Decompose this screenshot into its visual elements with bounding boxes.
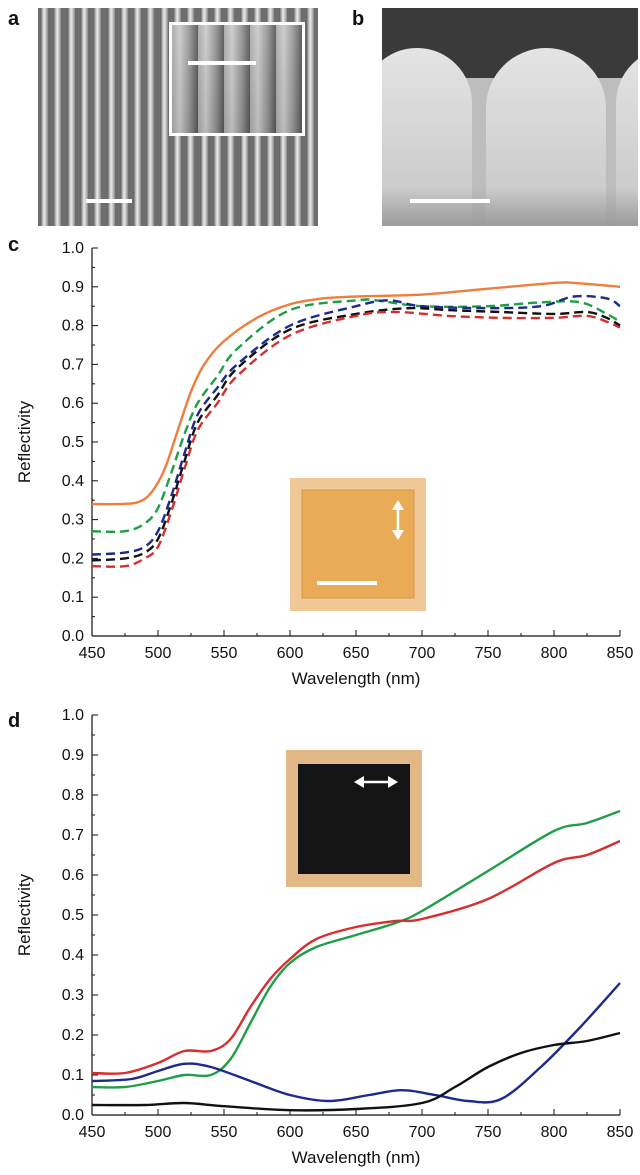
bottom-gradient [382, 188, 638, 226]
grating-stripe [146, 8, 155, 226]
series-line-3 [91, 1031, 621, 1112]
y-tick-label: 0.1 [62, 589, 84, 606]
x-tick-label: 450 [79, 645, 106, 662]
x-tick-label: 500 [145, 645, 172, 662]
y-tick-label: 0.8 [62, 787, 84, 804]
grating-stripe [306, 8, 314, 226]
sem-inset-frame [169, 22, 305, 136]
x-tick-label: 550 [211, 1124, 238, 1141]
x-tick-label: 600 [277, 1124, 304, 1141]
arrowhead-up [392, 500, 404, 510]
x-tick-label: 750 [475, 645, 502, 662]
y-tick-label: 0.3 [62, 512, 84, 529]
x-tick-label: 450 [79, 1124, 106, 1141]
y-tick-label: 0.7 [62, 827, 84, 844]
grating-stripe [119, 8, 128, 226]
y-tick-label: 0.9 [62, 279, 84, 296]
y-tick-label: 1.0 [62, 707, 84, 724]
x-tick-label: 550 [211, 645, 238, 662]
y-axis-label: Reflectivity [15, 873, 34, 956]
panel-label-d: d [8, 710, 21, 732]
x-tick-label: 800 [541, 645, 568, 662]
x-tick-label: 650 [343, 1124, 370, 1141]
x-tick-label: 850 [607, 1124, 634, 1141]
arch-3 [616, 48, 638, 226]
y-tick-label: 0.2 [62, 1027, 84, 1044]
reflectivity-chart-d: 0.0 0.1 0.2 0.3 0.4 0.5 0.6 0.7 0.8 0.9 1.0 450 500 5… [15, 707, 634, 1167]
y-tick-label: 0.0 [62, 1107, 84, 1124]
series-line-1 [91, 839, 621, 1075]
sem-micrograph-cross-section [382, 8, 638, 226]
x-tick-label: 700 [409, 645, 436, 662]
grating-stripe [106, 8, 115, 226]
grating-stripe [40, 8, 48, 226]
y-tick-label: 0.2 [62, 550, 84, 567]
inset-scale-bar [188, 61, 256, 65]
y-tick-label: 0.3 [62, 987, 84, 1004]
grating-stripe [93, 8, 102, 226]
panel-label-b: b [352, 8, 365, 30]
y-tick-label: 0.0 [62, 628, 84, 645]
scale-bar-b [410, 199, 490, 203]
x-tick-label: 800 [541, 1124, 568, 1141]
x-tick-label: 850 [607, 645, 634, 662]
series-line-1 [91, 298, 621, 534]
inset-optical-image-c [290, 478, 426, 611]
x-tick-label: 600 [277, 645, 304, 662]
series-line-0 [91, 809, 621, 1089]
series-line-4 [91, 310, 621, 568]
x-axis-label: Wavelength (nm) [292, 1148, 421, 1167]
series-line-0 [91, 281, 621, 506]
grating-stripe [159, 8, 168, 226]
panel-label-c: c [8, 234, 20, 256]
x-tick-label: 500 [145, 1124, 172, 1141]
y-tick-label: 0.8 [62, 318, 84, 335]
panel-label-a: a [8, 8, 20, 30]
x-axis-label: Wavelength (nm) [292, 669, 421, 688]
grating-stripe [79, 8, 88, 226]
y-tick-label: 0.4 [62, 947, 84, 964]
y-tick-label: 0.9 [62, 747, 84, 764]
inset-cross-section [172, 25, 302, 133]
y-tick-label: 0.1 [62, 1067, 84, 1084]
y-tick-label: 1.0 [62, 240, 84, 257]
series-line-3 [91, 306, 621, 562]
grating-stripe [66, 8, 75, 226]
y-tick-label: 0.5 [62, 434, 84, 451]
y-tick-label: 0.4 [62, 473, 84, 490]
grating-stripe [53, 8, 62, 226]
y-tick-label: 0.6 [62, 395, 84, 412]
inset-optical-image-d [286, 750, 422, 887]
series-line-2 [91, 294, 621, 556]
y-axis-label: Reflectivity [15, 400, 34, 483]
y-tick-label: 0.7 [62, 356, 84, 373]
arrowhead-right [388, 776, 398, 788]
y-tick-label: 0.5 [62, 907, 84, 924]
x-tick-label: 700 [409, 1124, 436, 1141]
arrowhead-left [354, 776, 364, 788]
reflectivity-chart-c: 0.0 0.1 0.2 0.3 0.4 0.5 0.6 0.7 0.8 0.9 1.0 450 500 5… [15, 240, 634, 688]
sem-micrograph-top-view [38, 8, 318, 226]
x-tick-label: 650 [343, 645, 370, 662]
grating-stripe [133, 8, 142, 226]
x-tick-label: 750 [475, 1124, 502, 1141]
series-line-2 [91, 982, 621, 1104]
arrowhead-down [392, 530, 404, 540]
scale-bar-a [86, 199, 132, 203]
y-tick-label: 0.6 [62, 867, 84, 884]
